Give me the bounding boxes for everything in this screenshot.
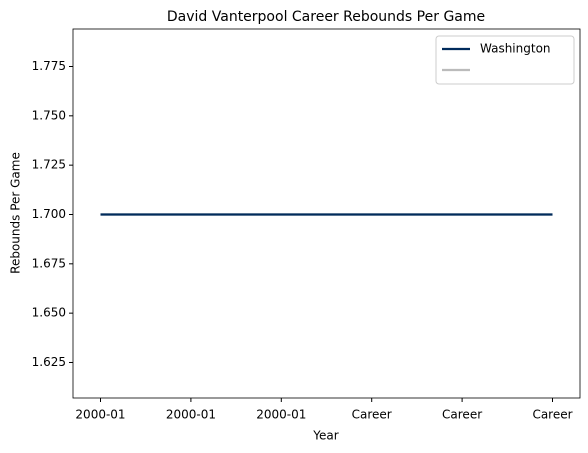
x-tick-label: Career bbox=[352, 408, 392, 422]
y-tick-label: 1.700 bbox=[32, 207, 66, 221]
y-tick-label: 1.625 bbox=[32, 355, 66, 369]
y-tick-label: 1.725 bbox=[32, 158, 66, 172]
y-tick-label: 1.750 bbox=[32, 108, 66, 122]
x-axis-label: Year bbox=[312, 429, 338, 443]
legend-box bbox=[435, 35, 575, 85]
y-tick-label: 1.675 bbox=[32, 256, 66, 270]
x-tick-label: Career bbox=[532, 408, 572, 422]
y-tick-label: 1.775 bbox=[32, 59, 66, 73]
x-tick-label: 2000-01 bbox=[166, 408, 216, 422]
x-tick-label: Career bbox=[442, 408, 482, 422]
plot-frame bbox=[72, 28, 581, 399]
y-tick-label: 1.650 bbox=[32, 306, 66, 320]
x-tick-label: 2000-01 bbox=[75, 408, 125, 422]
x-tick-label: 2000-01 bbox=[256, 408, 306, 422]
chart-title: David Vanterpool Career Rebounds Per Gam… bbox=[167, 9, 485, 25]
legend-label: Washington bbox=[480, 42, 551, 56]
y-axis-label: Rebounds Per Game bbox=[9, 152, 23, 274]
